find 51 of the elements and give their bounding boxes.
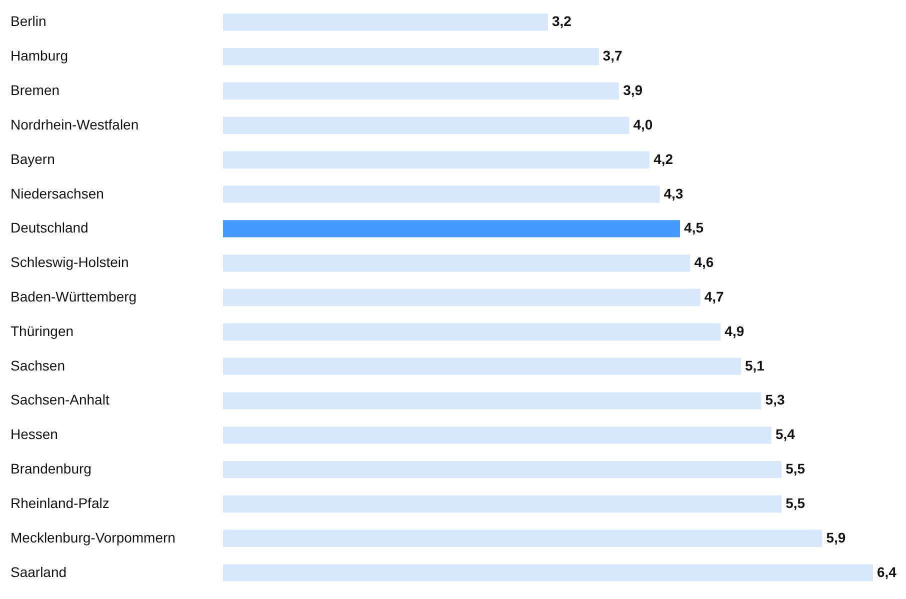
bar	[223, 564, 873, 582]
data-label: 4,5	[684, 220, 704, 236]
data-label: 4,0	[633, 116, 653, 132]
bar	[223, 426, 772, 444]
data-label: 4,3	[664, 185, 684, 202]
data-label: 4,9	[724, 322, 744, 339]
data-label: 5,1	[744, 357, 765, 374]
data-label: 3,7	[602, 48, 622, 64]
bar	[223, 254, 690, 272]
y-tick-label: Hamburg	[10, 48, 68, 64]
y-tick-label: Rheinland-Pfalz	[10, 494, 110, 511]
bar	[223, 288, 700, 306]
data-label: 4,2	[654, 150, 674, 167]
y-tick-label: Niedersachsen	[10, 185, 104, 202]
data-label: 5,4	[775, 426, 796, 442]
data-label: 5,5	[786, 494, 806, 511]
data-label: 5,9	[826, 529, 846, 546]
y-tick-label: Bremen	[10, 82, 60, 98]
y-tick-label: Hessen	[10, 426, 58, 442]
y-tick-label: Schleswig-Holstein	[10, 254, 129, 270]
data-label: 5,5	[786, 460, 806, 477]
bar	[223, 358, 741, 375]
y-tick-label: Brandenburg	[10, 460, 92, 477]
bar	[223, 460, 782, 478]
data-label: 4,6	[694, 254, 714, 270]
y-tick-label: Nordrhein-Westfalen	[10, 116, 139, 132]
bar	[223, 116, 630, 134]
bar	[223, 495, 782, 513]
bar	[223, 186, 660, 203]
y-tick-label: Sachsen	[10, 357, 65, 374]
y-tick-label: Mecklenburg-Vorpommern	[10, 529, 176, 546]
data-label: 6,4	[877, 564, 897, 580]
y-tick-label: Bayern	[10, 150, 55, 167]
y-tick-label: Baden-Württemberg	[10, 288, 137, 304]
bar	[223, 392, 762, 410]
bar	[223, 323, 721, 341]
bar	[223, 82, 620, 100]
y-tick-label: Saarland	[10, 564, 67, 580]
y-tick-label: Sachsen-Anhalt	[10, 392, 110, 408]
data-label: 3,2	[552, 13, 572, 30]
bar	[223, 220, 680, 238]
bar	[223, 48, 599, 66]
y-tick-label: Deutschland	[10, 220, 88, 236]
data-label: 5,3	[765, 392, 785, 408]
data-label: 3,9	[623, 82, 643, 98]
y-tick-label: Berlin	[10, 13, 46, 30]
y-tick-label: Thüringen	[10, 322, 74, 339]
data-label: 4,7	[704, 288, 724, 304]
bar	[223, 151, 650, 168]
bar	[223, 14, 548, 31]
bar	[223, 530, 822, 547]
